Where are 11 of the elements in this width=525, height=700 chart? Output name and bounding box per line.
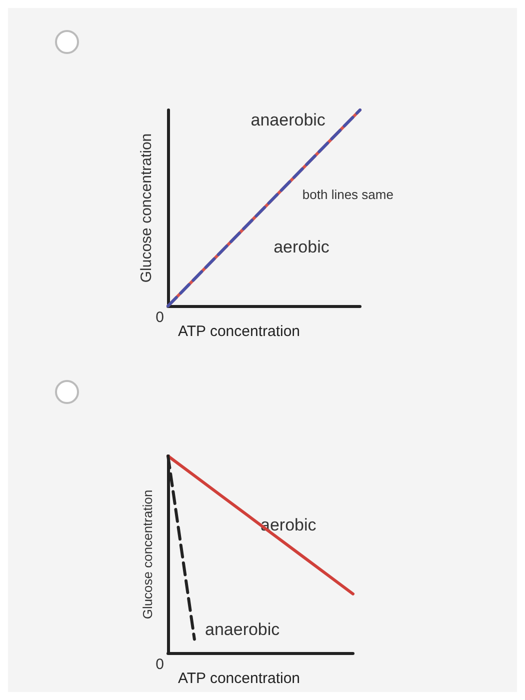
series-label: aerobic — [260, 515, 317, 534]
x-axis-title: ATP concentration — [178, 670, 300, 687]
y-axis-title: Glucose concentration — [140, 490, 155, 620]
x-axis-title: ATP concentration — [178, 323, 300, 340]
series-label: anaerobic — [205, 620, 280, 639]
text: 0 — [156, 656, 164, 673]
text: 0 — [156, 309, 164, 326]
series-label: anaerobic — [250, 110, 326, 130]
y-axis-title: Glucose concentration — [138, 133, 155, 283]
series-label: aerobic — [274, 238, 330, 257]
annotation: both lines same — [302, 186, 394, 202]
